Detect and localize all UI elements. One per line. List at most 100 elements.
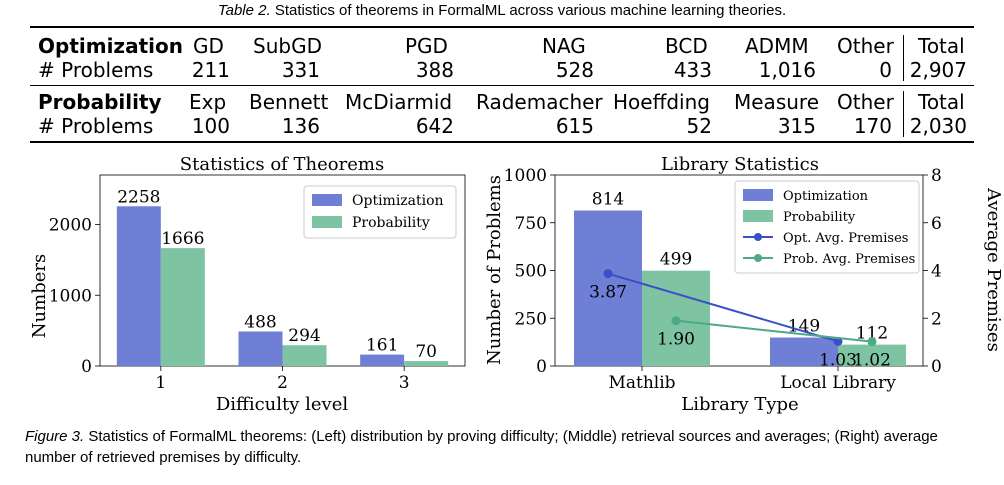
prob-header-row: Probability Exp Bennett McDiarmid Radema…: [0, 90, 1004, 114]
table-caption: Table 2. Statistics of theorems in Forma…: [0, 2, 1004, 19]
table-caption-text: Statistics of theorems in FormalML acros…: [274, 2, 787, 19]
chart-right-legend-marker: [754, 254, 762, 262]
prob-values-row: # Problems 100 136 642 615 52 315 170 2,…: [0, 114, 1004, 138]
opt-val-admm: 1,016: [758, 58, 816, 82]
chart-right-ylabel: Number of Problems: [484, 175, 505, 365]
chart-right-line-label: 1.90: [657, 330, 695, 350]
prob-col-total: Total: [918, 90, 965, 114]
chart-right-y2tick-label: 8: [931, 166, 942, 186]
chart-left-ytick-label: 0: [81, 357, 92, 377]
table-mid-rule: [30, 85, 974, 86]
chart-left-bar-label: 488: [244, 312, 276, 332]
prob-val-other: 170: [853, 114, 892, 138]
chart-right-bar-label: 149: [788, 317, 820, 337]
chart-right-legend-label: Optimization: [783, 189, 869, 204]
table-caption-label: Table 2.: [217, 2, 271, 19]
chart-left-ytick-label: 1000: [49, 286, 92, 306]
opt-col-subgd: SubGD: [253, 34, 322, 58]
chart-left-xtick-label: 1: [155, 373, 166, 393]
chart-right-line-label: 1.03: [819, 350, 857, 370]
chart-left-xtick-label: 2: [277, 373, 288, 393]
chart-right-legend-label: Prob. Avg. Premises: [783, 252, 915, 267]
opt-values-row: # Problems 211 331 388 528 433 1,016 0 2…: [0, 58, 1004, 82]
chart-right-bar: [838, 344, 906, 366]
opt-col-other: Other: [837, 34, 894, 58]
prob-col-exp: Exp: [189, 90, 227, 114]
chart-right-legend-swatch: [743, 210, 773, 222]
figure-caption: Figure 3. Statistics of FormalML theorem…: [25, 426, 985, 468]
chart-right-bar: [770, 337, 838, 366]
chart-right-plot-area: 0 250 500 750 1000 0 2 4 6 8 Mathlib 814 499 Local Li…: [504, 166, 942, 393]
opt-val-subgd: 331: [281, 58, 320, 82]
prob-col-rademacher: Rademacher: [476, 90, 603, 114]
prob-val-mcdiarmid: 642: [415, 114, 454, 138]
library-bar-chart: Library Statistics 0 250 500 750 1000 0 2 4 6 8 Ma…: [484, 154, 1004, 415]
chart-right-bar-label: 814: [592, 190, 624, 210]
chart-right-legend-marker: [754, 233, 762, 241]
opt-total-separator: [903, 35, 904, 81]
chart-left-legend-swatch: [312, 216, 342, 228]
chart-right-line-label: 3.87: [589, 283, 627, 303]
prob-col-hoeffding: Hoeffding: [613, 90, 710, 114]
opt-col-pgd: PGD: [405, 34, 448, 58]
chart-left-xlabel: Difficulty level: [216, 394, 349, 415]
chart-left-bar: [160, 248, 205, 366]
chart-right-xtick-label: Local Library: [780, 373, 896, 393]
chart-right-line-point: [867, 337, 877, 347]
opt-col-admm: ADMM: [745, 34, 809, 58]
chart-right-ytick-label: 500: [515, 262, 547, 282]
prob-val-measure: 315: [777, 114, 816, 138]
opt-val-bcd: 433: [673, 58, 712, 82]
chart-left-legend-label: Probability: [352, 215, 430, 231]
prob-section-name: Probability: [38, 90, 162, 114]
chart-left-bar-label: 294: [288, 326, 320, 346]
opt-header-row: Optimization GD SubGD PGD NAG BCD ADMM O…: [0, 34, 1004, 58]
chart-left-xtick-label: 3: [399, 373, 410, 393]
chart-right-line-label: 1.02: [853, 351, 891, 371]
chart-right-line-point: [603, 269, 613, 279]
opt-col-bcd: BCD: [665, 34, 708, 58]
table-top-rule: [30, 26, 974, 28]
opt-val-gd: 211: [191, 58, 230, 82]
chart-right-bar-label: 499: [660, 250, 692, 270]
chart-right-y2tick-label: 4: [931, 262, 942, 282]
chart-right-ytick-label: 1000: [504, 166, 547, 186]
chart-right-bar-label: 112: [856, 324, 888, 344]
figure-caption-text: Statistics of FormalML theorems: (Left) …: [25, 428, 938, 466]
chart-left-bar: [116, 206, 161, 366]
table-bottom-rule: [30, 141, 974, 143]
chart-right-line: [607, 272, 839, 343]
chart-left-bar-label: 161: [366, 336, 398, 356]
chart-left-bar: [282, 345, 327, 366]
chart-right-ytick-label: 750: [515, 214, 547, 234]
chart-right-legend-swatch: [743, 189, 773, 201]
prob-col-mcdiarmid: McDiarmid: [345, 90, 453, 114]
chart-left-title: Statistics of Theorems: [180, 154, 384, 175]
opt-val-total: 2,907: [909, 58, 967, 82]
opt-col-total: Total: [918, 34, 965, 58]
prob-val-exp: 100: [191, 114, 230, 138]
opt-section-name: Optimization: [38, 34, 183, 58]
chart-left-bar-label: 1666: [161, 229, 204, 249]
prob-col-bennett: Bennett: [249, 90, 329, 114]
chart-right-line: [675, 319, 873, 343]
chart-left-bar: [404, 361, 449, 366]
chart-right-y2tick-label: 0: [931, 357, 942, 377]
chart-right-ytick-label: 0: [536, 357, 547, 377]
chart-right-legend-box: [734, 180, 920, 274]
chart-left-legend-swatch: [312, 194, 342, 206]
prob-col-measure: Measure: [734, 90, 819, 114]
opt-val-other: 0: [879, 58, 892, 82]
chart-right-xlabel: Library Type: [681, 394, 798, 415]
chart-right-ytick-label: 250: [515, 309, 547, 329]
chart-right-bar: [574, 210, 642, 366]
prob-val-hoeffding: 52: [686, 114, 712, 138]
prob-col-other: Other: [837, 90, 894, 114]
chart-right-y2tick-label: 2: [931, 309, 942, 329]
prob-val-rademacher: 615: [555, 114, 594, 138]
opt-val-pgd: 388: [415, 58, 454, 82]
opt-col-gd: GD: [193, 34, 224, 58]
prob-val-total: 2,030: [909, 114, 967, 138]
chart-left-legend-label: Optimization: [352, 193, 444, 209]
